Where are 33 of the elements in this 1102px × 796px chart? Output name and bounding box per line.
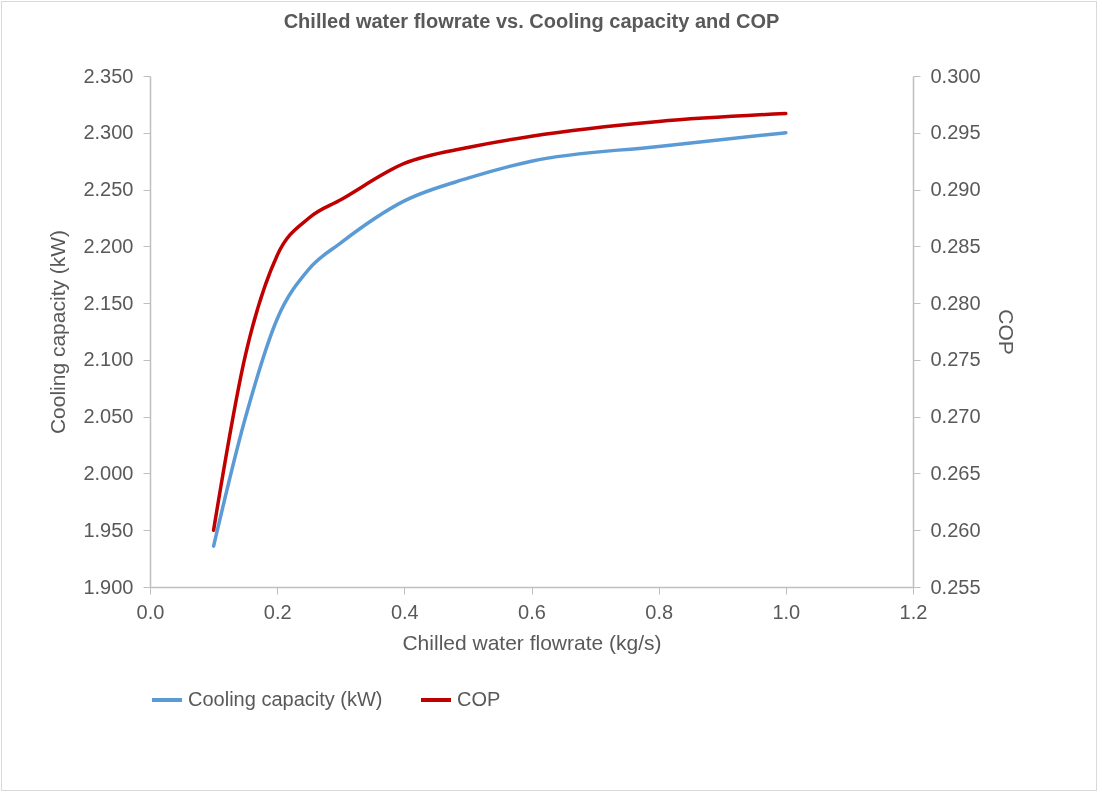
y-tick-label: 1.950 (83, 518, 134, 541)
y-tick-label: 2.150 (83, 291, 134, 314)
chart-title: Chilled water flowrate vs. Cooling capacity and COP (283, 10, 780, 32)
y-tick-label: 2.050 (83, 405, 134, 428)
y2-tick-label: 0.280 (930, 291, 981, 314)
y-tick-label: 1.900 (83, 575, 134, 598)
y-tick-label: 2.100 (83, 348, 134, 371)
y-tick-label: 2.350 (83, 64, 134, 87)
x-tick-label: 0.4 (390, 600, 419, 623)
x-tick-label: 1.2 (899, 600, 928, 623)
y-tick-label: 2.250 (83, 178, 134, 201)
x-tick-label: 0.2 (263, 600, 292, 623)
legend-label: COP (457, 688, 501, 710)
x-tick-label: 0.6 (518, 600, 546, 623)
y2-axis-title: COP (994, 309, 1018, 355)
y2-tick-label: 0.270 (930, 405, 981, 428)
y2-tick-label: 0.300 (930, 64, 981, 87)
y-tick-label: 2.200 (83, 234, 134, 257)
y2-tick-label: 0.260 (930, 518, 981, 541)
x-axis-title: Chilled water flowrate (kg/s) (402, 630, 662, 654)
x-tick-label: 1.0 (772, 600, 801, 623)
y-axis-title: Cooling capacity (kW) (46, 229, 70, 435)
y2-tick-label: 0.265 (930, 461, 981, 484)
x-tick-label: 0.8 (645, 600, 674, 623)
legend-label: Cooling capacity (kW) (188, 688, 383, 710)
y2-tick-label: 0.295 (930, 121, 981, 144)
y2-tick-label: 0.290 (930, 178, 981, 201)
y-tick-label: 2.000 (83, 461, 134, 484)
x-tick-label: 0.0 (136, 600, 165, 623)
y2-tick-label: 0.275 (930, 348, 981, 371)
y2-tick-label: 0.285 (930, 234, 981, 257)
y-tick-label: 2.300 (83, 121, 134, 144)
y2-tick-label: 0.255 (930, 575, 981, 598)
